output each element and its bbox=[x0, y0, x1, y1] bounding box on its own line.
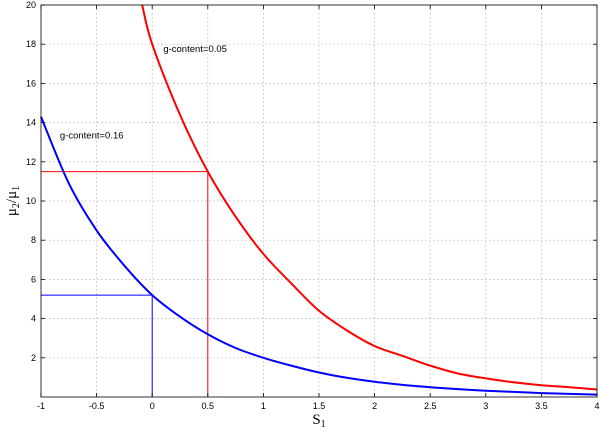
x-tick-label: 2.5 bbox=[424, 401, 437, 411]
y-tick-label: 18 bbox=[26, 39, 36, 49]
y-tick-label: 2 bbox=[31, 353, 36, 363]
annotation-1: g-content=0.05 bbox=[163, 44, 227, 55]
series-line-1 bbox=[141, 4, 598, 391]
x-tick-label: 3 bbox=[483, 401, 488, 411]
y-axis-title-part-3: /μ bbox=[4, 191, 20, 203]
x-tick-label: 1.5 bbox=[313, 401, 326, 411]
grid bbox=[41, 5, 597, 397]
reference-lines bbox=[41, 171, 209, 397]
y-tick-label: 8 bbox=[31, 235, 36, 245]
y-axis-title-part-4: 1 bbox=[11, 186, 22, 191]
annotations: g-content=0.05 g-content=0.16 bbox=[60, 44, 227, 141]
x-tick-label: 1 bbox=[261, 401, 266, 411]
x-tick-label: 3.5 bbox=[535, 401, 548, 411]
y-tick-label: 10 bbox=[26, 196, 36, 206]
y-tick-label: 4 bbox=[31, 314, 36, 324]
x-tick-label: -1 bbox=[37, 401, 45, 411]
y-tick-label: 20 bbox=[26, 0, 36, 10]
y-axis-title-part-2: 2 bbox=[11, 203, 22, 208]
x-tick-label: 4 bbox=[594, 401, 599, 411]
x-tick-label: 2 bbox=[372, 401, 377, 411]
x-axis-title: S1 bbox=[312, 412, 325, 430]
x-tick-label: 0.5 bbox=[202, 401, 215, 411]
x-tick-label: 0 bbox=[150, 401, 155, 411]
series-group bbox=[40, 4, 598, 396]
x-axis-title-main: S bbox=[312, 412, 320, 428]
y-tick-label: 14 bbox=[26, 118, 36, 128]
y-tick-label: 16 bbox=[26, 78, 36, 88]
y-tick-label: 12 bbox=[26, 157, 36, 167]
annotation-2: g-content=0.16 bbox=[60, 130, 124, 141]
ticks: -1 -0.5 0 0.5 1 1.5 2 2.5 3 3.5 4 2 4 6 8 10 12 14 16 18 20 bbox=[26, 0, 600, 411]
x-axis-title-sub: 1 bbox=[321, 419, 326, 430]
y-axis-title: μ2/μ1 bbox=[4, 186, 22, 216]
y-tick-label: 6 bbox=[31, 274, 36, 284]
series-line-2 bbox=[40, 116, 598, 396]
x-tick-label: -0.5 bbox=[89, 401, 105, 411]
y-axis-title-part-1: μ bbox=[4, 208, 20, 216]
